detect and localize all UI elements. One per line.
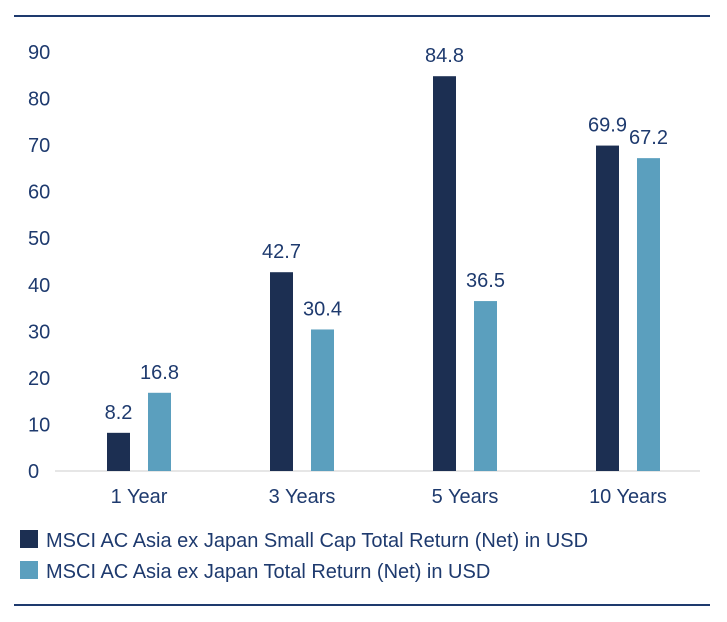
y-tick-label: 30: [28, 321, 50, 343]
x-axis: 1 Year 3 Years 5 Years 10 Years: [111, 486, 667, 508]
bar-value-label: 16.8: [140, 362, 179, 384]
bar-value-label: 8.2: [105, 402, 133, 424]
bar: [270, 272, 293, 471]
legend-label-small-cap: MSCI AC Asia ex Japan Small Cap Total Re…: [46, 530, 588, 552]
y-tick-label: 60: [28, 182, 50, 204]
bar-labels: 8.2 42.7 84.8 69.9 16.8 30.4 36.5 67.2: [105, 45, 668, 424]
x-tick-label: 10 Years: [589, 486, 667, 508]
y-tick-label: 20: [28, 368, 50, 390]
y-axis: 0 10 20 30 40 50 60 70 80 90: [28, 42, 50, 483]
x-tick-label: 3 Years: [269, 486, 336, 508]
bar: [148, 392, 171, 471]
y-tick-label: 0: [28, 461, 39, 483]
y-tick-label: 80: [28, 89, 50, 111]
bar-value-label: 84.8: [425, 45, 464, 67]
legend-swatch-small-cap: [20, 530, 38, 548]
legend-swatch-total-return: [20, 561, 38, 579]
bar-value-label: 69.9: [588, 115, 627, 137]
bar-value-label: 67.2: [629, 127, 668, 149]
x-tick-label: 1 Year: [111, 486, 168, 508]
bar: [311, 329, 334, 471]
bar: [474, 301, 497, 471]
x-tick-label: 5 Years: [432, 486, 499, 508]
bar-value-label: 42.7: [262, 241, 301, 263]
bar-value-label: 36.5: [466, 270, 505, 292]
bar-value-label: 30.4: [303, 298, 342, 320]
bars: [107, 76, 660, 471]
bar: [107, 432, 130, 471]
bar: [596, 145, 619, 471]
bar: [637, 158, 660, 471]
y-tick-label: 90: [28, 42, 50, 64]
y-tick-label: 40: [28, 275, 50, 297]
legend-label-total-return: MSCI AC Asia ex Japan Total Return (Net)…: [46, 561, 490, 583]
bar: [433, 76, 456, 471]
y-tick-label: 10: [28, 414, 50, 436]
y-tick-label: 50: [28, 228, 50, 250]
y-tick-label: 70: [28, 135, 50, 157]
legend: MSCI AC Asia ex Japan Small Cap Total Re…: [20, 530, 588, 583]
